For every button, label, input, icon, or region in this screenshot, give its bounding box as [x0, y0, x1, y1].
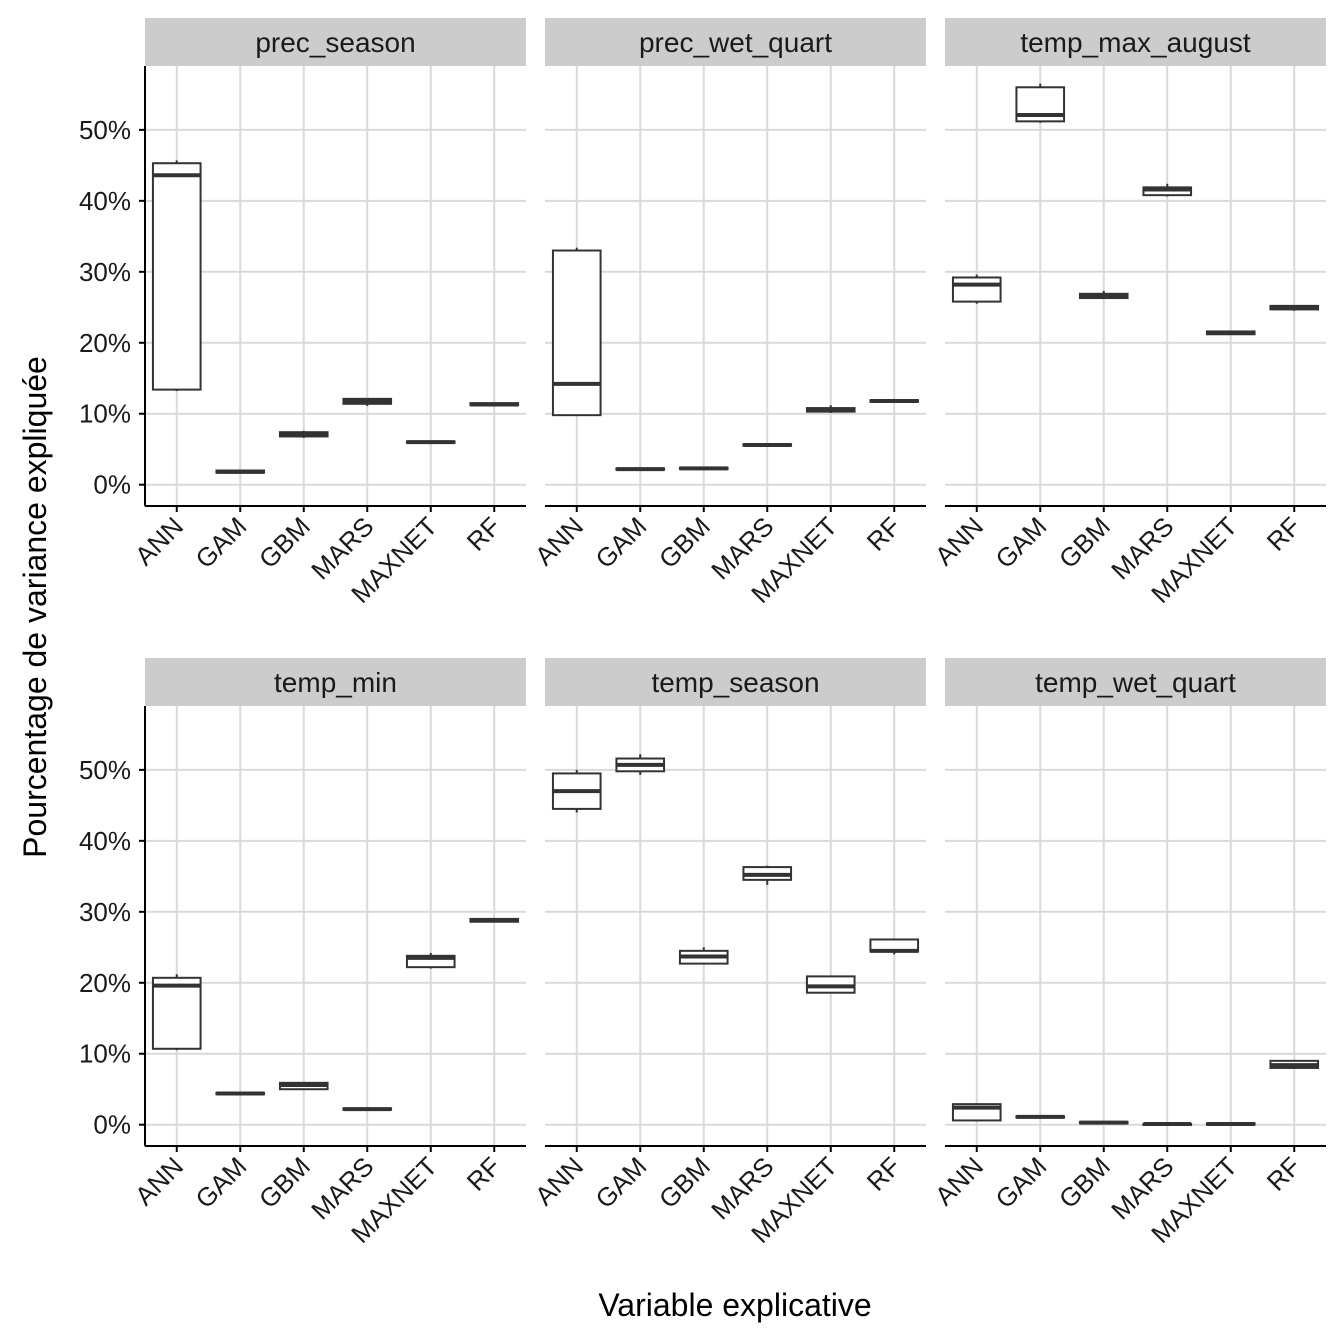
x-tick-label: GAM	[989, 511, 1052, 574]
x-tick-label: RF	[1261, 511, 1307, 557]
box-ANN	[151, 160, 202, 392]
facet-strip	[545, 658, 926, 706]
x-axis-title: Variable explicative	[598, 1287, 871, 1323]
y-tick-label: 0%	[93, 470, 131, 500]
x-tick-label: ANN	[529, 511, 589, 571]
box-RF	[469, 402, 520, 407]
x-tick-label: RF	[861, 1151, 907, 1197]
box-MARS	[1142, 183, 1193, 197]
box-GBM	[278, 430, 329, 438]
box-MARS	[742, 442, 793, 447]
box-iqr	[551, 249, 602, 417]
box-GAM	[215, 469, 266, 474]
box-MARS	[742, 865, 793, 885]
x-tick-label: ANN	[929, 1151, 989, 1211]
y-tick-label: 20%	[79, 328, 131, 358]
facet-strip-label: temp_min	[274, 667, 397, 698]
x-tick-label: RF	[1261, 1151, 1307, 1197]
box-ANN	[551, 769, 602, 813]
box-GAM	[615, 467, 666, 472]
box-GAM	[1015, 83, 1066, 123]
box-RF	[469, 917, 520, 923]
box-ANN	[951, 274, 1002, 304]
box-iqr	[951, 276, 1002, 303]
box-ANN	[551, 247, 602, 417]
box-GBM	[278, 1081, 329, 1091]
box-ANN	[151, 974, 202, 1051]
x-tick-label: GAM	[589, 511, 652, 574]
facet-strip	[945, 18, 1326, 66]
y-tick-label: 40%	[79, 186, 131, 216]
x-tick-label: ANN	[529, 1151, 589, 1211]
y-tick-label: 50%	[79, 115, 131, 145]
x-tick-label: ANN	[929, 511, 989, 571]
x-tick-label: RF	[461, 511, 507, 557]
facet-strip-label: temp_max_august	[1020, 27, 1251, 58]
box-iqr	[405, 954, 456, 969]
box-MAXNET	[805, 975, 856, 994]
y-tick-label: 50%	[79, 755, 131, 785]
x-tick-label: GAM	[989, 1151, 1052, 1214]
y-tick-label: 10%	[79, 1039, 131, 1069]
y-tick-label: 40%	[79, 826, 131, 856]
facet-strip	[945, 658, 1326, 706]
box-MAXNET	[405, 440, 456, 445]
box-MAXNET	[405, 952, 456, 969]
y-tick-label: 30%	[79, 897, 131, 927]
box-MAXNET	[1205, 1122, 1256, 1126]
x-tick-label: GAM	[189, 511, 252, 574]
box-MARS	[1142, 1122, 1193, 1126]
facet-strip-label: prec_season	[255, 27, 415, 58]
box-GAM	[1015, 1114, 1066, 1119]
box-GBM	[1078, 290, 1129, 300]
box-RF	[869, 938, 920, 955]
box-RF	[1269, 304, 1320, 311]
box-GBM	[678, 466, 729, 471]
x-tick-label: GAM	[189, 1151, 252, 1214]
box-MARS	[342, 1107, 393, 1112]
y-tick-label: 0%	[93, 1110, 131, 1140]
y-tick-label: 10%	[79, 399, 131, 429]
box-GBM	[678, 947, 729, 965]
box-GAM	[215, 1091, 266, 1096]
box-RF	[869, 398, 920, 403]
x-tick-label: ANN	[129, 1151, 189, 1211]
y-axis-title: Pourcentage de variance expliquée	[17, 356, 53, 858]
facet-strip	[145, 18, 526, 66]
facet-strip	[545, 18, 926, 66]
x-tick-label: ANN	[129, 511, 189, 571]
box-MAXNET	[1205, 330, 1256, 336]
y-tick-label: 30%	[79, 257, 131, 287]
facet-strip-label: temp_wet_quart	[1035, 667, 1236, 698]
box-iqr	[151, 162, 202, 391]
box-ANN	[951, 1103, 1002, 1122]
facet-strip-label: temp_season	[651, 667, 819, 698]
box-GBM	[1078, 1120, 1129, 1125]
box-RF	[1269, 1059, 1320, 1069]
facet-strip	[145, 658, 526, 706]
x-tick-label: RF	[461, 1151, 507, 1197]
x-tick-label: GAM	[589, 1151, 652, 1214]
y-tick-label: 20%	[79, 968, 131, 998]
box-MAXNET	[805, 405, 856, 414]
box-GAM	[615, 754, 666, 775]
x-tick-label: RF	[861, 511, 907, 557]
box-iqr	[151, 976, 202, 1050]
facet-strip-label: prec_wet_quart	[639, 27, 832, 58]
box-MARS	[342, 397, 393, 406]
